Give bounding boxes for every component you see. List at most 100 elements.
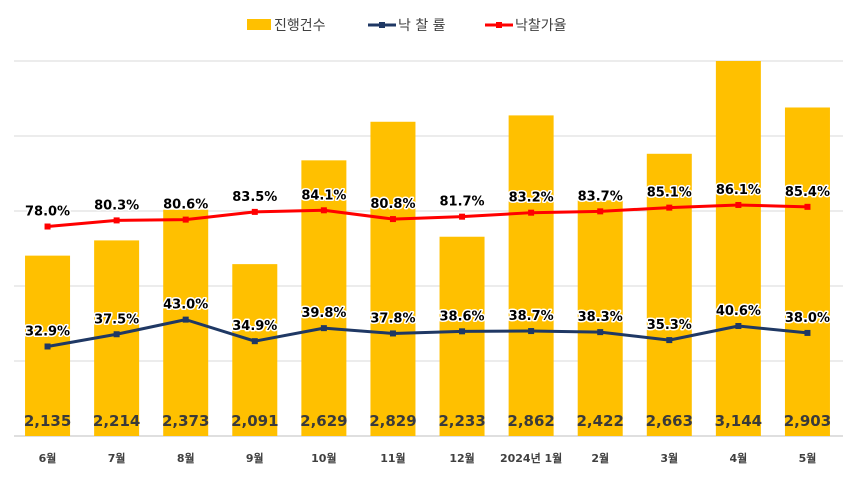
bar-value-label: 2,373 [162, 412, 209, 430]
bar-value-label: 2,829 [369, 412, 416, 430]
x-tick-label: 4월 [729, 451, 747, 465]
bar [508, 115, 554, 437]
x-tick-label: 3월 [660, 451, 678, 465]
x-tick-label: 8월 [177, 451, 195, 465]
x-tick-label: 5월 [799, 451, 817, 465]
bar [301, 160, 347, 437]
legend: 진행건수 낙 찰 률 낙찰가율 [247, 18, 567, 34]
price-rate-label: 83.5% [232, 190, 277, 205]
win-rate-point [735, 323, 742, 330]
legend-label-win-rate: 낙 찰 률 [398, 18, 446, 34]
percent-labels: 32.9% 37.5% 43.0% 34.9% 39.8% 37.8% 38.6% 38.7%… [23, 181, 831, 341]
bar [439, 236, 485, 436]
x-tick-label: 10월 [311, 451, 336, 465]
legend-item-price-rate: 낙찰가율 [485, 18, 567, 34]
price-rate-point [182, 216, 189, 223]
price-rate-label: 78.0% [25, 205, 70, 220]
price-rate-label: 85.1% [647, 186, 692, 201]
price-rate-point [389, 216, 396, 223]
x-tick-label: 12월 [449, 451, 474, 465]
price-rate-label: 80.3% [94, 198, 139, 213]
x-tick-label: 2024년 1월 [500, 451, 562, 465]
win-rate-label: 38.3% [578, 310, 623, 325]
price-rate-label: 86.1% [716, 183, 761, 198]
win-rate-label: 39.8% [301, 306, 346, 321]
bar-value-label: 2,663 [646, 412, 693, 430]
bar-value-label: 3,144 [715, 412, 762, 430]
win-rate-point [459, 328, 466, 335]
win-rate-label: 37.5% [94, 312, 139, 327]
win-rate-label: 40.6% [716, 304, 761, 319]
bar-value-label: 2,629 [300, 412, 347, 430]
price-rate-line [47, 203, 808, 229]
win-rate-point [113, 331, 120, 338]
legend-label-price-rate: 낙찰가율 [515, 18, 567, 34]
x-tick-label: 6월 [39, 451, 57, 465]
price-rate-label: 80.6% [163, 198, 208, 213]
win-rate-point [320, 325, 327, 332]
win-rate-point [597, 329, 604, 336]
price-rate-point [735, 201, 742, 208]
bar-value-label: 2,135 [24, 412, 71, 430]
price-rate-label: 81.7% [439, 195, 484, 210]
win-rate-label: 38.6% [439, 309, 484, 324]
win-rate-point [804, 329, 811, 336]
price-rate-label: 80.8% [370, 197, 415, 212]
price-rate-label: 84.1% [301, 188, 346, 203]
win-rate-label: 43.0% [163, 298, 208, 313]
x-axis-labels: 6월 7월 8월 9월 10월 11월 12월 2024년 1월 2월 3월 4월 5월 [39, 451, 817, 465]
win-rate-point [389, 330, 396, 337]
price-rate-point [113, 217, 120, 224]
price-rate-series [44, 201, 811, 230]
price-rate-point [459, 213, 466, 220]
win-rate-series [44, 316, 811, 350]
win-rate-point [44, 343, 51, 350]
bar-value-label: 2,422 [576, 412, 623, 430]
win-rate-label: 38.0% [785, 311, 830, 326]
legend-label-count: 진행건수 [274, 18, 326, 34]
win-rate-point [251, 338, 258, 345]
x-tick-label: 7월 [108, 451, 126, 465]
bar-value-label: 2,214 [93, 412, 140, 430]
bar [577, 200, 623, 436]
bar [646, 153, 692, 436]
bar-value-label: 2,903 [784, 412, 831, 430]
legend-marker-win-rate [379, 22, 385, 28]
win-rate-label: 34.9% [232, 319, 277, 334]
x-tick-label: 11월 [380, 451, 405, 465]
price-rate-point [528, 209, 535, 216]
price-rate-point [251, 208, 258, 215]
gridlines [14, 60, 843, 437]
win-rate-label: 35.3% [647, 318, 692, 333]
legend-swatch-count [247, 19, 271, 30]
bar [784, 107, 830, 436]
legend-marker-price-rate [496, 22, 502, 28]
bar [232, 264, 278, 436]
price-rate-point [44, 223, 51, 230]
win-rate-label: 37.8% [370, 311, 415, 326]
price-rate-label: 83.2% [509, 191, 554, 206]
bar-labels: 2,135 2,214 2,373 2,091 2,629 2,829 2,233 2,862… [24, 412, 831, 430]
x-tick-label: 9월 [246, 451, 264, 465]
win-rate-line [47, 318, 808, 348]
x-tick-label: 2월 [591, 451, 609, 465]
bar-value-label: 2,091 [231, 412, 278, 430]
win-rate-point [182, 316, 189, 323]
win-rate-point [666, 337, 673, 344]
legend-item-count: 진행건수 [247, 18, 326, 34]
win-rate-label: 38.7% [509, 309, 554, 324]
bar-value-label: 2,862 [507, 412, 554, 430]
bar-series [25, 61, 830, 437]
legend-item-win-rate: 낙 찰 률 [368, 18, 446, 34]
win-rate-point [528, 328, 535, 335]
price-rate-point [666, 204, 673, 211]
price-rate-point [804, 203, 811, 210]
bar-value-label: 2,233 [438, 412, 485, 430]
price-rate-label: 85.4% [785, 185, 830, 200]
price-rate-label: 83.7% [578, 189, 623, 204]
bar [370, 121, 416, 436]
price-rate-point [597, 208, 604, 215]
win-rate-label: 32.9% [25, 324, 70, 339]
price-rate-point [320, 207, 327, 214]
